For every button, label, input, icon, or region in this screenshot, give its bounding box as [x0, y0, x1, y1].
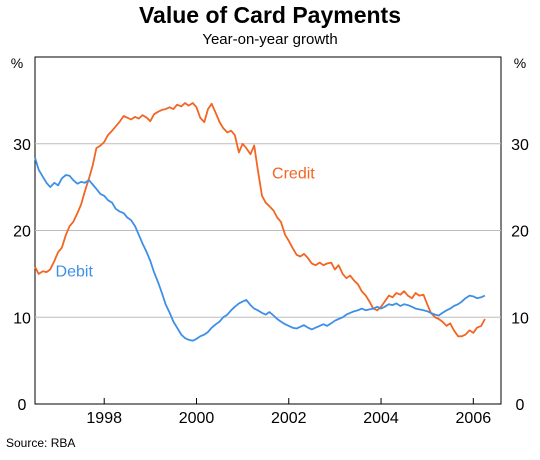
x-tick-label-2002: 2002: [271, 410, 307, 427]
y-axis-unit-right: %: [514, 55, 526, 71]
chart-title: Value of Card Payments: [138, 2, 402, 28]
chart-subtitle: Year-on-year growth: [202, 31, 338, 48]
x-tick-label-2004: 2004: [363, 410, 399, 427]
y-tick-left-20: 20: [13, 224, 31, 241]
series-label-credit: Credit: [272, 165, 315, 182]
y-tick-left-10: 10: [13, 310, 31, 327]
y-axis-unit-left: %: [11, 55, 23, 71]
series-line-credit: [34, 102, 486, 338]
y-tick-right-10: 10: [511, 310, 529, 327]
y-tick-left-30: 30: [13, 137, 31, 154]
x-tick-label-1998: 1998: [86, 410, 122, 427]
source-note: Source: RBA: [6, 436, 76, 450]
y-tick-left-0: 0: [18, 397, 27, 414]
series-label-debit: Debit: [56, 263, 94, 280]
x-tick-label-2006: 2006: [456, 410, 492, 427]
series-line-debit: [34, 157, 486, 342]
y-tick-right-20: 20: [511, 224, 529, 241]
y-tick-right-0: 0: [516, 397, 525, 414]
y-tick-right-30: 30: [511, 137, 529, 154]
x-tick-label-2000: 2000: [179, 410, 215, 427]
